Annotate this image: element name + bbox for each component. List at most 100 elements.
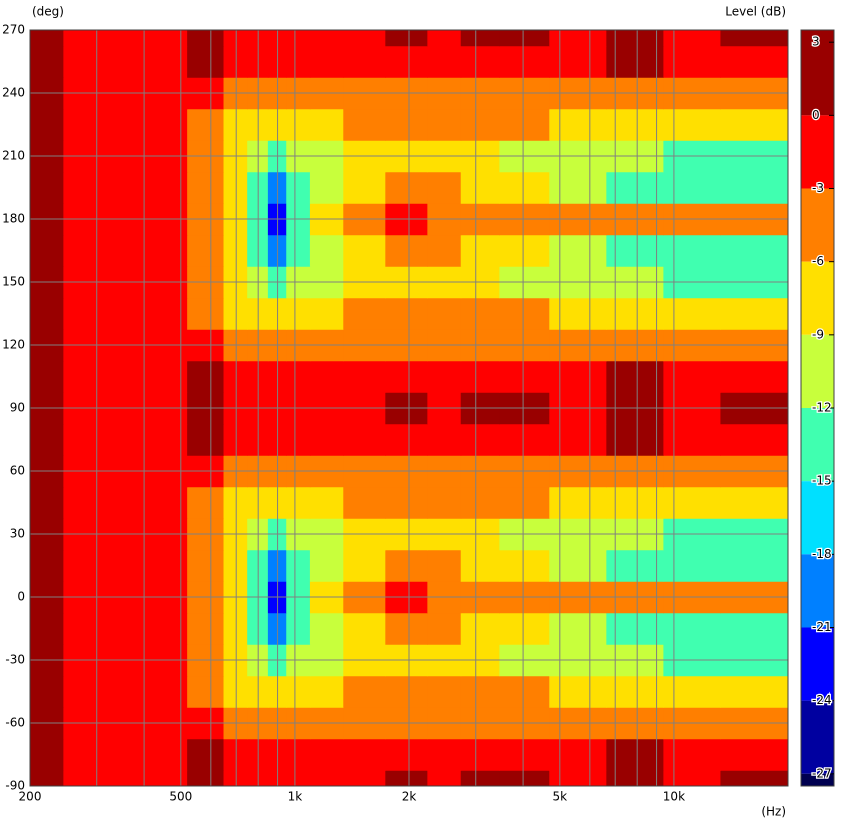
level-cell	[606, 45, 664, 78]
colorbar-tick-label: -6	[812, 254, 824, 268]
level-cell	[187, 612, 225, 645]
level-cell	[130, 297, 188, 330]
colorbar-tick-label: -27	[812, 766, 832, 780]
y-tick-label: 60	[10, 464, 25, 478]
level-cell	[385, 360, 428, 393]
level-cell	[130, 360, 188, 393]
level-cell	[606, 549, 664, 582]
colorbar-tick-label: -18	[812, 547, 832, 561]
level-cell	[343, 770, 386, 787]
level-cell	[427, 738, 462, 771]
level-cell	[460, 108, 500, 141]
level-cell	[499, 171, 550, 204]
x-tick-label: 5k	[553, 790, 568, 804]
level-cell	[223, 297, 248, 330]
colorbar-band	[801, 188, 834, 262]
level-cell	[309, 45, 344, 78]
level-cell	[549, 45, 607, 78]
level-cell	[427, 234, 462, 267]
level-cell	[606, 30, 664, 47]
level-cell	[606, 612, 664, 645]
level-cell	[223, 30, 248, 47]
level-cell	[30, 171, 64, 204]
level-cell	[309, 30, 344, 47]
level-cell	[130, 675, 188, 708]
colorbar-band	[801, 481, 834, 555]
level-cell	[427, 297, 462, 330]
level-cell	[606, 675, 664, 708]
level-cell	[499, 30, 550, 47]
level-cell	[385, 30, 428, 47]
level-cell	[720, 486, 789, 519]
level-cell	[663, 360, 721, 393]
level-cell	[130, 108, 188, 141]
level-cell	[286, 738, 311, 771]
level-cell	[309, 486, 344, 519]
level-cell	[343, 360, 386, 393]
level-cell	[286, 423, 311, 456]
colorbar-band	[801, 115, 834, 189]
level-cell	[286, 171, 311, 204]
level-cell	[309, 770, 344, 787]
level-cell	[385, 45, 428, 78]
level-cell	[343, 486, 386, 519]
level-cell	[499, 738, 550, 771]
level-cell	[187, 30, 225, 47]
level-cell	[720, 675, 789, 708]
level-cell	[286, 612, 311, 645]
level-cell	[460, 360, 500, 393]
level-cell	[549, 675, 607, 708]
level-cell	[309, 297, 344, 330]
level-cell	[549, 423, 607, 456]
level-cell	[427, 171, 462, 204]
level-cell	[460, 45, 500, 78]
level-cell	[606, 171, 664, 204]
level-cell	[385, 675, 428, 708]
y-tick-label: -90	[5, 779, 25, 793]
level-cell	[187, 45, 225, 78]
level-cell	[549, 612, 607, 645]
level-cell	[720, 45, 789, 78]
level-cell	[30, 612, 64, 645]
level-cell	[385, 423, 428, 456]
level-cell	[286, 549, 311, 582]
level-cell	[187, 423, 225, 456]
level-cell	[223, 171, 248, 204]
level-cell	[223, 234, 248, 267]
level-cell	[663, 171, 721, 204]
level-cell	[549, 234, 607, 267]
level-cell	[460, 486, 500, 519]
level-cell	[549, 549, 607, 582]
level-cell	[309, 738, 344, 771]
colorbar-label: Level (dB)	[725, 5, 786, 19]
level-cell	[130, 486, 188, 519]
level-cell	[385, 738, 428, 771]
level-cell	[663, 486, 721, 519]
level-cell	[130, 30, 188, 47]
colorbar-band	[801, 408, 834, 482]
level-cell	[286, 297, 311, 330]
level-cell	[606, 486, 664, 519]
level-cell	[499, 360, 550, 393]
level-cell	[663, 675, 721, 708]
level-cell	[385, 108, 428, 141]
colorbar-tick-label: -9	[812, 327, 824, 341]
x-tick-label: 10k	[663, 790, 685, 804]
level-cell	[499, 423, 550, 456]
level-cell	[130, 738, 188, 771]
level-cell	[187, 675, 225, 708]
level-cell	[130, 612, 188, 645]
level-cell	[720, 360, 789, 393]
level-cell	[460, 549, 500, 582]
level-cell	[720, 549, 789, 582]
level-cell	[549, 30, 607, 47]
level-cell	[30, 770, 64, 787]
level-cell	[427, 423, 462, 456]
y-tick-label: 270	[2, 23, 25, 37]
level-cell	[30, 45, 64, 78]
colorbar-band	[801, 773, 834, 786]
level-cell	[223, 360, 248, 393]
level-cell	[187, 770, 225, 787]
colorbar-tick-label: 3	[812, 35, 820, 49]
